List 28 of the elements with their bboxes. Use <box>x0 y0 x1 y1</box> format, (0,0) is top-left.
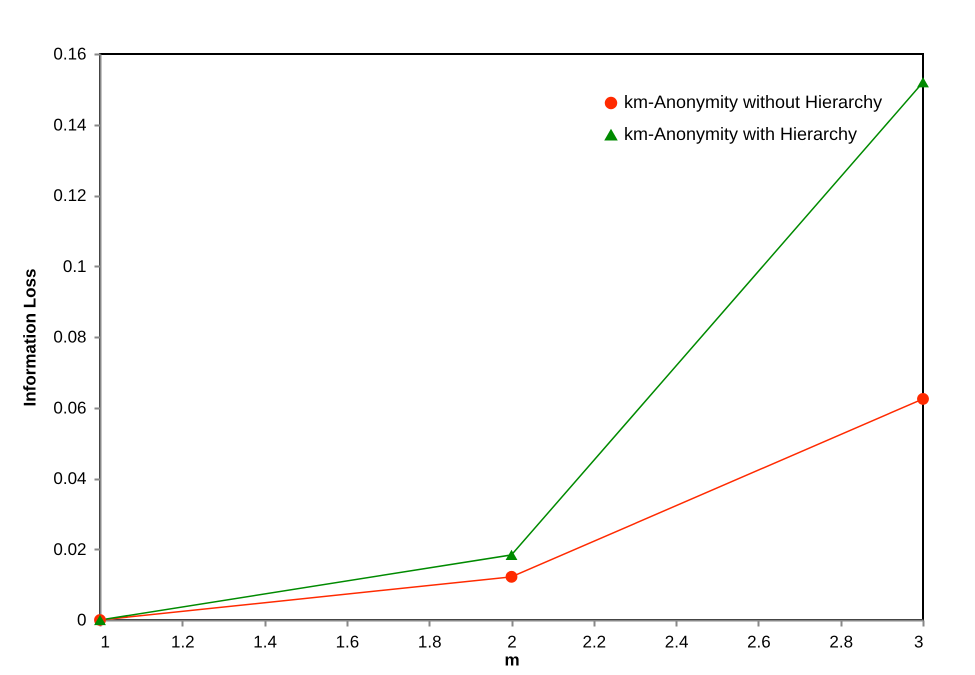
x-tick-label: 1.8 <box>418 632 442 652</box>
y-tick-label: 0.08 <box>53 328 86 346</box>
y-tick-label: 0.02 <box>53 540 86 559</box>
y-tick-label: 0.12 <box>53 186 86 205</box>
point <box>506 550 518 560</box>
x-tick-label: 1.2 <box>170 632 195 652</box>
legend-label: km-Anonymity without Hierarchy <box>624 92 882 112</box>
y-tick-label: 0.1 <box>62 256 86 276</box>
y-tick-label: 0.06 <box>53 398 86 418</box>
x-tick-label: 2.8 <box>829 632 854 652</box>
x-tick-label: 1.4 <box>253 632 277 652</box>
x-tick-label: 3 <box>914 632 924 652</box>
y-tick-label: 0.04 <box>53 469 86 488</box>
point <box>917 77 929 88</box>
x-tick-label: 1 <box>100 632 110 652</box>
legend-label: km-Anonymity with Hierarchy <box>624 124 858 144</box>
x-tick-label: 2.6 <box>747 632 771 652</box>
point <box>917 393 929 405</box>
point <box>506 570 518 583</box>
y-tick-label: 0 <box>77 610 86 630</box>
y-axis-title: Information Loss <box>20 268 40 406</box>
x-tick-label: 1.6 <box>336 632 360 652</box>
y-tick-label: 0.16 <box>53 44 86 64</box>
x-tick-label: 2.2 <box>582 632 606 652</box>
x-tick-label: 2 <box>507 632 517 652</box>
x-tick-label: 2.4 <box>664 632 688 652</box>
y-tick-label: 0.14 <box>53 115 86 134</box>
x-axis-title: m <box>504 650 520 670</box>
